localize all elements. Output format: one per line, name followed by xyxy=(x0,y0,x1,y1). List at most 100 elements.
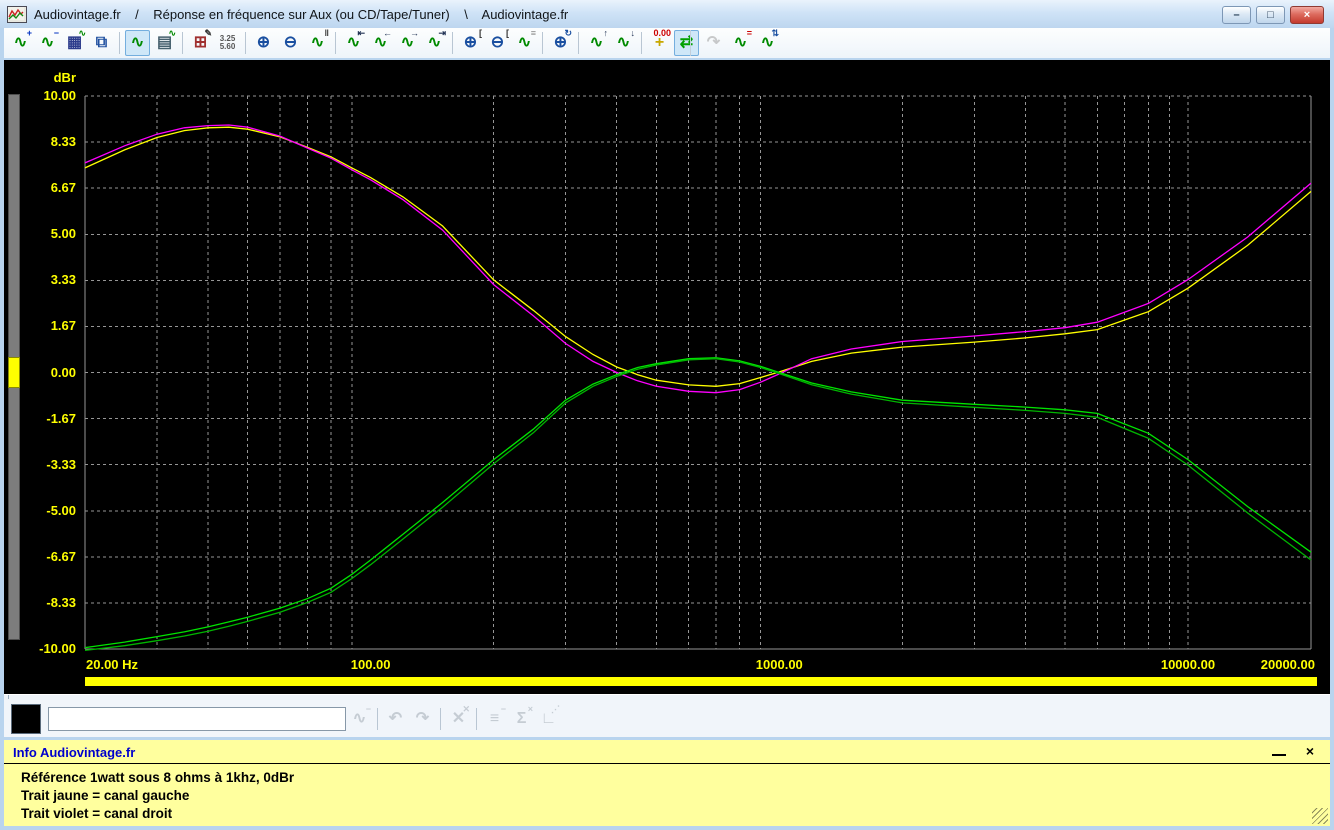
info-panel: Info Audiovintage.fr × Référence 1watt s… xyxy=(4,740,1330,826)
annotate-curve-badge: ⇅ xyxy=(771,28,779,38)
redo-edit-glyph: ↷ xyxy=(415,709,430,727)
scroll-prev-icon[interactable]: ∿ ← xyxy=(368,28,393,56)
scroll-first-glyph: ∿ xyxy=(346,34,361,51)
autoscale-curve-icon[interactable]: ∿ ≡ xyxy=(512,28,537,56)
scroll-next-badge: → xyxy=(410,28,419,38)
limit-lines-glyph: ∿ xyxy=(733,34,748,51)
info-line: Trait violet = canal droit xyxy=(21,806,173,821)
scroll-prev-badge: ← xyxy=(383,28,392,38)
sum-values-glyph: Σ xyxy=(516,709,527,727)
cursor-values-icon[interactable]: +0.00 xyxy=(647,28,672,56)
main-toolbar: ∿ + ∿ − ▦ ∿ ⧉ ∿ ▤ ∿ ⊞ ✎ 3.25 5.60 ⊕ ⊖ ∿ ‖ ∿ ⇤ ∿ ← ∿ → ∿ ⇥ ⊕[⊖[∿ ≡ ⊕… xyxy=(4,28,1330,58)
toolbar-separator xyxy=(4,694,1330,700)
zoom-x-out-icon[interactable]: ⊖[ xyxy=(485,28,510,56)
title-bar: Audiovintage.fr / Réponse en fréquence s… xyxy=(0,0,1334,28)
fit-curve-badge: ‖ xyxy=(324,28,329,38)
save-curve-glyph: ▦ xyxy=(66,34,83,51)
toolbar-separator xyxy=(377,707,378,730)
scroll-last-badge: ⇥ xyxy=(438,28,446,38)
remove-point-glyph: ∿ xyxy=(352,709,367,727)
info-text: Référence 1watt sous 8 ohms à 1khz, 0dBr… xyxy=(21,769,294,823)
add-curve-icon[interactable]: ∿ + xyxy=(8,28,33,56)
edit-values-icon[interactable]: ⊞ ✎ xyxy=(188,29,213,56)
add-curve-glyph: ∿ xyxy=(13,34,28,51)
toolbar-separator xyxy=(476,707,477,730)
shift-up-icon[interactable]: ∿ ↑ xyxy=(584,28,609,56)
zoom-x-in-badge: [ xyxy=(479,28,482,38)
scroll-last-glyph: ∿ xyxy=(427,34,442,51)
toolbar-separator xyxy=(119,32,120,54)
compare-curves-icon[interactable]: ⇄ xyxy=(674,30,699,56)
redo-edit-icon[interactable]: ↷ xyxy=(410,706,435,732)
histogram-icon[interactable]: ∟ ⋰ xyxy=(536,703,561,732)
comment-input[interactable] xyxy=(48,706,346,731)
close-button[interactable]: × xyxy=(1290,6,1324,24)
zoom-x-out-badge: [ xyxy=(506,28,509,38)
resize-grip-icon[interactable] xyxy=(1312,808,1328,824)
toolbar-separator xyxy=(641,32,642,54)
display-graph-icon[interactable]: ∿ xyxy=(125,30,150,56)
toolbar-separator xyxy=(245,32,246,54)
scroll-first-icon[interactable]: ∿ ⇤ xyxy=(341,29,366,56)
remove-curve-glyph: ∿ xyxy=(40,34,55,51)
info-line: Référence 1watt sous 8 ohms à 1khz, 0dBr xyxy=(21,770,295,785)
toolbar-separator xyxy=(440,707,441,730)
info-close-icon[interactable]: × xyxy=(1305,743,1314,759)
info-minimize-icon[interactable] xyxy=(1272,754,1286,756)
toolbar-separator xyxy=(578,32,579,54)
x-position-bar[interactable] xyxy=(85,677,1317,686)
zoom-in-icon[interactable]: ⊕ xyxy=(251,30,276,56)
cursor-values-glyph: + xyxy=(654,34,665,51)
histogram-badge: ⋰ xyxy=(551,703,560,714)
add-curve-badge: + xyxy=(26,28,32,38)
toolbar-separator xyxy=(335,32,336,54)
zoom-selection-icon[interactable]: ⊕ ↻ xyxy=(548,29,573,56)
toolbar-divider xyxy=(690,30,691,56)
sum-values-badge: × xyxy=(527,703,533,714)
color-swatch[interactable] xyxy=(11,703,41,734)
toolbar-separator xyxy=(452,32,453,54)
copy-graph-icon[interactable]: ⧉ xyxy=(89,30,114,56)
zoom-x-in-icon[interactable]: ⊕[ xyxy=(458,28,483,56)
restore-button[interactable]: □ xyxy=(1256,6,1285,24)
scroll-last-icon[interactable]: ∿ ⇥ xyxy=(422,28,447,56)
autoscale-curve-badge: ≡ xyxy=(530,28,536,38)
sum-values-icon[interactable]: Σ × xyxy=(509,703,534,732)
save-curve-icon[interactable]: ▦ ∿ xyxy=(62,28,87,56)
edit-values-glyph: ⊞ xyxy=(193,34,208,51)
point-list-glyph: ≡ xyxy=(489,709,500,727)
value-readout-icon[interactable]: 3.25 5.60 xyxy=(215,30,240,56)
print-graph-icon[interactable]: ▤ ∿ xyxy=(152,29,177,56)
zoom-out-icon[interactable]: ⊖ xyxy=(278,30,303,56)
undo-edit-icon[interactable]: ↶ xyxy=(383,706,408,732)
plot-background xyxy=(4,60,1330,694)
zoom-out-glyph: ⊖ xyxy=(283,34,298,51)
save-curve-badge: ∿ xyxy=(78,28,86,38)
info-line: Trait jaune = canal gauche xyxy=(21,788,190,803)
limit-lines-icon[interactable]: ∿ = xyxy=(728,29,753,56)
scroll-next-icon[interactable]: ∿ → xyxy=(395,28,420,56)
remove-curve-icon[interactable]: ∿ − xyxy=(35,28,60,56)
copy-graph-glyph: ⧉ xyxy=(95,34,108,51)
info-divider xyxy=(4,763,1330,764)
annotate-curve-glyph: ∿ xyxy=(760,34,775,51)
delete-curve-icon[interactable]: ✕ ✕ xyxy=(446,704,471,732)
shift-down-icon[interactable]: ∿ ↓ xyxy=(611,28,636,56)
histogram-glyph: ∟ xyxy=(540,709,557,727)
shift-down-badge: ↓ xyxy=(630,28,636,38)
level-slider-thumb[interactable] xyxy=(8,357,20,388)
shift-up-badge: ↑ xyxy=(603,28,609,38)
revert-icon[interactable]: ↷ xyxy=(701,30,726,56)
cursor-values-badge: 0.00 xyxy=(653,28,671,38)
scroll-next-glyph: ∿ xyxy=(400,34,415,51)
fit-curve-icon[interactable]: ∿ ‖ xyxy=(305,28,330,56)
display-graph-glyph: ∿ xyxy=(130,34,145,51)
remove-curve-badge: − xyxy=(53,28,59,38)
annotate-curve-icon[interactable]: ∿ ⇅ xyxy=(755,28,780,56)
point-list-icon[interactable]: ≡ − xyxy=(482,704,507,732)
remove-point-icon[interactable]: ∿ − xyxy=(347,704,372,732)
zoom-in-glyph: ⊕ xyxy=(256,34,271,51)
cursor-toolbar: ∿ − ↶ ↷ ✕ ✕ ≡ − Σ × ∟ ⋰ xyxy=(4,700,1330,737)
minimize-button[interactable]: – xyxy=(1222,6,1251,24)
window-title: Audiovintage.fr / Réponse en fréquence s… xyxy=(34,6,569,22)
